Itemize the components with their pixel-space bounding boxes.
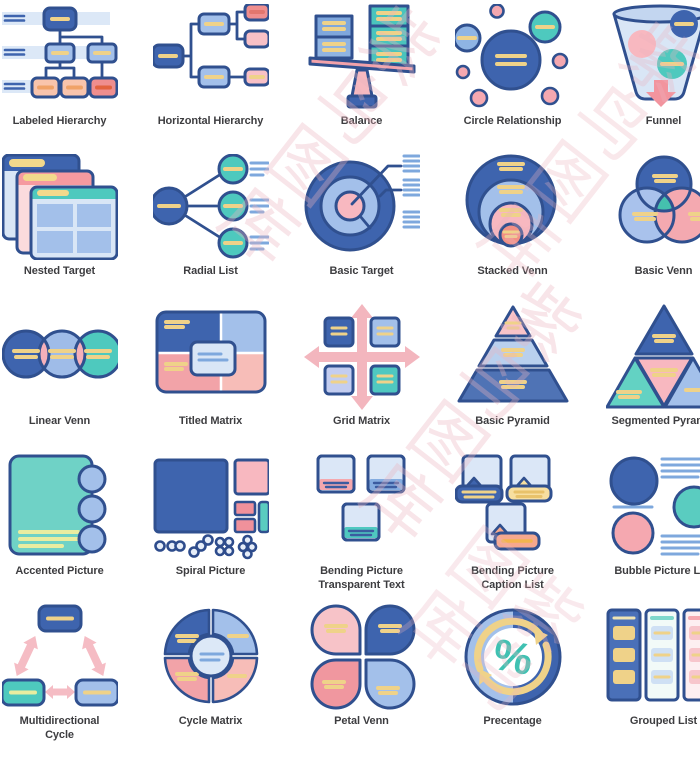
icon-label: Basic Target [329,265,393,279]
accented-picture-icon [2,454,118,560]
icon-label: Labeled Hierarchy [13,115,107,129]
icon-cell-bending-picture-caption-list: Bending Picture Caption List [437,450,588,600]
icon-cell-petal-venn: Petal Venn [286,600,437,750]
icon-cell-titled-matrix: Titled Matrix [135,300,286,450]
icon-cell-grouped-list: Grouped List [588,600,700,750]
multidirectional-cycle-icon [2,604,118,710]
svg-text:%: % [489,630,536,685]
icon-label: Segmented Pyramid [611,415,700,429]
bending-picture-transparent-text-icon [304,454,420,560]
icon-cell-multidirectional-cycle: Multidirectional Cycle [0,600,135,750]
segmented-pyramid-icon [606,304,700,410]
nested-target-icon [2,154,118,260]
icon-cell-radial-list: Radial List [135,150,286,300]
icon-label: Balance [341,115,383,129]
icon-label: Multidirectional Cycle [12,715,108,743]
icon-cell-stacked-venn: Stacked Venn [437,150,588,300]
icon-label: Funnel [646,115,681,129]
icon-cell-bubble-picture-list: Bubble Picture List [588,450,700,600]
icon-label: Horizontal Hierarchy [158,115,264,129]
radial-list-icon [153,154,269,260]
icon-label: Grid Matrix [333,415,390,429]
icon-label: Precentage [483,715,541,729]
grid-matrix-icon [304,304,420,410]
icon-label: Stacked Venn [477,265,547,279]
icon-label: Petal Venn [334,715,389,729]
icon-label: Bending Picture Caption List [465,565,561,593]
circle-relationship-icon [455,4,571,110]
icon-cell-cycle-matrix: Cycle Matrix [135,600,286,750]
horizontal-hierarchy-icon [153,4,269,110]
icon-label: Bending Picture Transparent Text [314,565,410,593]
icon-cell-circle-relationship: Circle Relationship [437,0,588,150]
petal-venn-icon [304,604,420,710]
precentage-icon: % [455,604,571,710]
bubble-picture-list-icon [606,454,700,560]
icon-label: Titled Matrix [179,415,242,429]
icon-label: Cycle Matrix [179,715,243,729]
icon-cell-segmented-pyramid: Segmented Pyramid [588,300,700,450]
icon-cell-grid-matrix: Grid Matrix [286,300,437,450]
basic-venn-icon [606,154,700,260]
icon-label: Circle Relationship [464,115,562,129]
icon-label: Basic Venn [635,265,693,279]
icon-cell-bending-picture-transparent-text: Bending Picture Transparent Text [286,450,437,600]
linear-venn-icon [2,304,118,410]
icon-cell-basic-pyramid: Basic Pyramid [437,300,588,450]
icon-label: Grouped List [630,715,697,729]
icon-cell-funnel: Funnel [588,0,700,150]
funnel-icon [606,4,700,110]
spiral-picture-icon [153,454,269,560]
bending-picture-caption-list-icon [455,454,571,560]
icon-label: Radial List [183,265,238,279]
basic-target-icon [304,154,420,260]
icon-cell-linear-venn: Linear Venn [0,300,135,450]
cycle-matrix-icon [153,604,269,710]
stacked-venn-icon [455,154,571,260]
icon-cell-accented-picture: Accented Picture [0,450,135,600]
basic-pyramid-icon [455,304,571,410]
icon-cell-precentage: % Precentage [437,600,588,750]
icon-cell-labeled-hierarchy: Labeled Hierarchy [0,0,135,150]
icon-label: Nested Target [24,265,95,279]
icon-cell-spiral-picture: Spiral Picture [135,450,286,600]
titled-matrix-icon [153,304,269,410]
icon-label: Linear Venn [29,415,90,429]
icon-label: Accented Picture [15,565,103,579]
icon-label: Bubble Picture List [614,565,700,579]
icon-label: Basic Pyramid [475,415,550,429]
icon-cell-nested-target: Nested Target [0,150,135,300]
icon-cell-basic-target: Basic Target [286,150,437,300]
icon-cell-basic-venn: Basic Venn [588,150,700,300]
grouped-list-icon [606,604,700,710]
labeled-hierarchy-icon [2,4,118,110]
icon-cell-balance: Balance [286,0,437,150]
balance-icon [304,4,420,110]
icon-label: Spiral Picture [176,565,246,579]
icon-cell-horizontal-hierarchy: Horizontal Hierarchy [135,0,286,150]
